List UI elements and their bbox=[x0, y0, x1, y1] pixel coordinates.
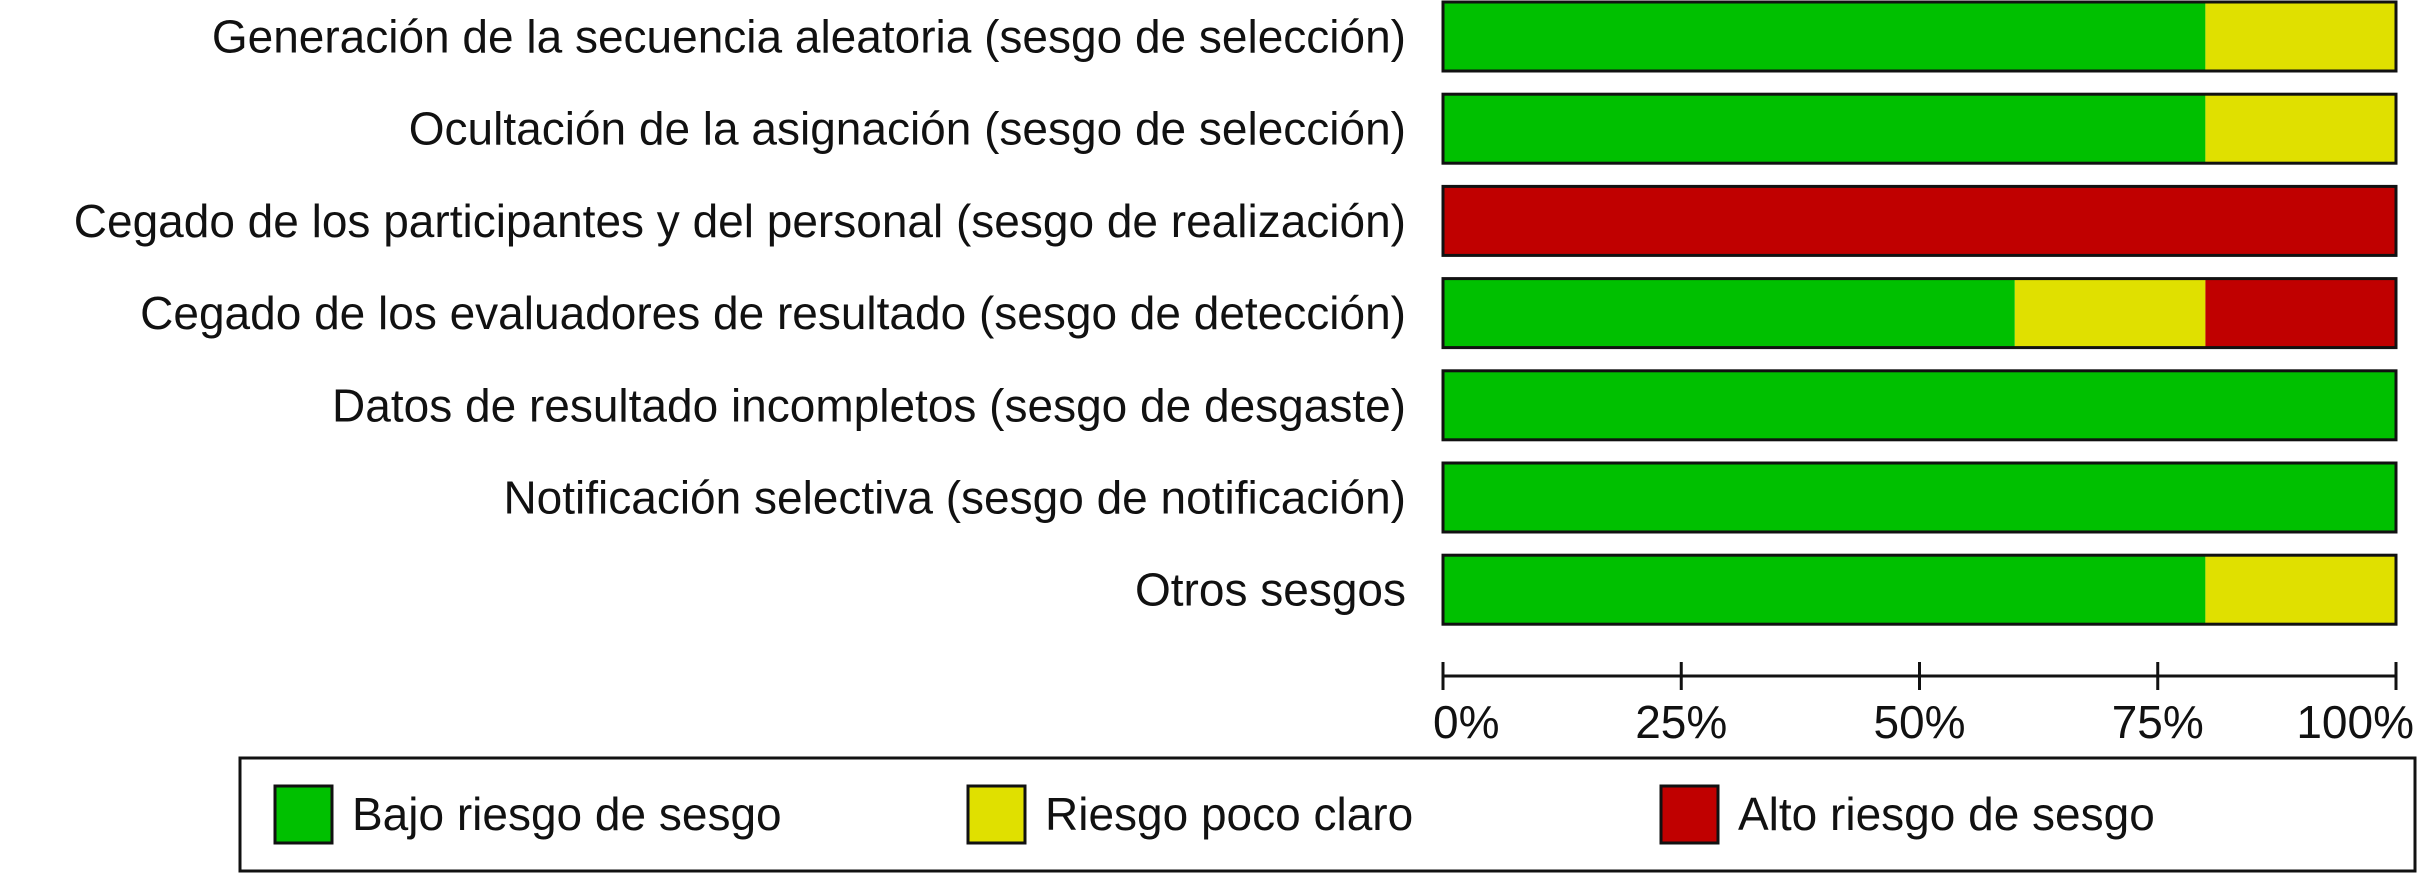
legend-swatch bbox=[273, 784, 334, 845]
legend-label: Alto riesgo de sesgo bbox=[1738, 788, 2155, 840]
bar-row bbox=[1441, 369, 2398, 442]
x-tick-label: 100% bbox=[2296, 696, 2414, 748]
bar-segment-1 bbox=[1443, 2, 2206, 71]
bar-segment-1 bbox=[1443, 278, 2015, 348]
bar-row bbox=[1441, 184, 2398, 257]
bar-outline bbox=[1441, 184, 2398, 257]
legend: Bajo riesgo de sesgo Riesgo poco claro Alt… bbox=[238, 756, 2417, 873]
category-label: Generación de la secuencia aleatoria (se… bbox=[212, 11, 1406, 63]
x-tick-label: 75% bbox=[2112, 696, 2204, 748]
bar-outline bbox=[1441, 369, 2398, 442]
bar-row bbox=[1441, 553, 2398, 626]
bar-row bbox=[1441, 277, 2398, 350]
legend-swatch bbox=[1659, 784, 1720, 845]
bar-outline bbox=[1441, 461, 2398, 534]
bar-segment-1 bbox=[1443, 94, 2206, 164]
bar-outline bbox=[1441, 553, 2398, 626]
category-label: Otros sesgos bbox=[1135, 564, 1406, 616]
bar-segment-2 bbox=[2205, 94, 2396, 164]
category-label: Cegado de los evaluadores de resultado (… bbox=[140, 287, 1406, 339]
bar-segment-1 bbox=[1443, 463, 2396, 532]
legend-box bbox=[238, 756, 2417, 873]
bar-row bbox=[1441, 0, 2398, 73]
bar-row bbox=[1441, 92, 2398, 165]
bar-row bbox=[1441, 461, 2398, 534]
bar-segment-3 bbox=[2205, 278, 2396, 348]
category-label: Notificación selectiva (sesgo de notific… bbox=[503, 472, 1406, 524]
legend-label: Riesgo poco claro bbox=[1045, 788, 1413, 840]
bars bbox=[1441, 0, 2398, 626]
x-axis: 0% 25% 50% 75% 100% bbox=[1433, 662, 2414, 748]
category-label: Ocultación de la asignación (sesgo de se… bbox=[409, 103, 1406, 155]
x-tick-label: 0% bbox=[1433, 696, 1499, 748]
bar-segment-1 bbox=[1443, 370, 2396, 440]
category-labels: Generación de la secuencia aleatoria (se… bbox=[74, 11, 1406, 616]
bar-segment-2 bbox=[2014, 278, 2206, 348]
bar-segment-3 bbox=[1443, 186, 2396, 256]
category-label: Datos de resultado incompletos (sesgo de… bbox=[332, 379, 1406, 431]
legend-label: Bajo riesgo de sesgo bbox=[352, 788, 782, 840]
category-label: Cegado de los participantes y del person… bbox=[74, 195, 1406, 247]
x-tick-label: 50% bbox=[1873, 696, 1965, 748]
bar-outline bbox=[1441, 0, 2398, 73]
bar-segment-1 bbox=[1443, 555, 2206, 625]
bar-outline bbox=[1441, 277, 2398, 350]
bar-segment-2 bbox=[2205, 2, 2396, 71]
bar-segment-2 bbox=[2205, 555, 2396, 625]
x-tick-label: 25% bbox=[1635, 696, 1727, 748]
bar-outline bbox=[1441, 92, 2398, 165]
legend-swatch bbox=[966, 784, 1027, 845]
